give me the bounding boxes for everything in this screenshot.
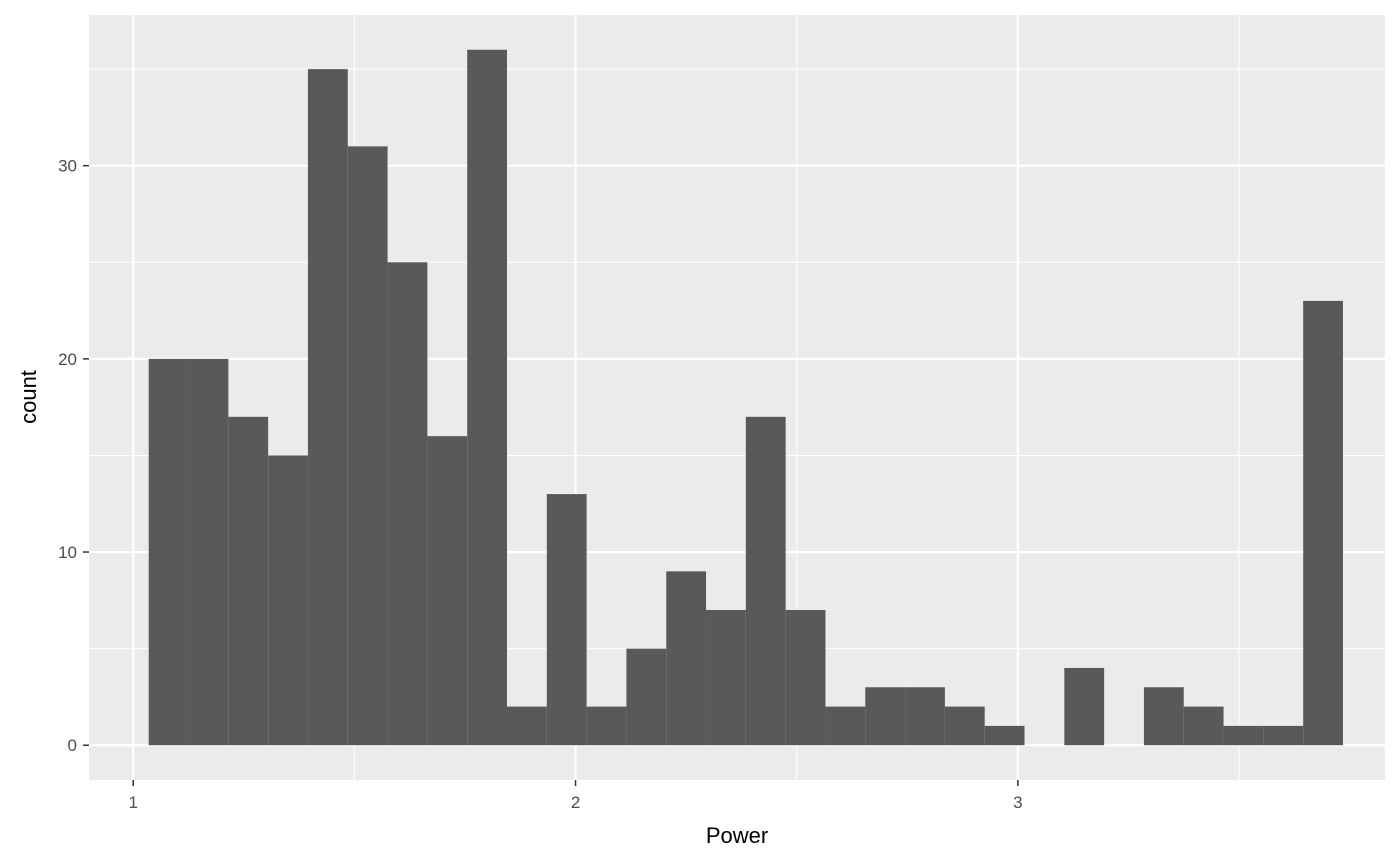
histogram-bar <box>307 69 348 746</box>
histogram-bar <box>984 725 1025 746</box>
histogram-bar <box>865 687 906 746</box>
y-tick-label: 0 <box>68 736 77 755</box>
histogram-bar <box>228 416 269 746</box>
x-tick-label: 1 <box>128 793 137 812</box>
x-tick-label: 2 <box>571 793 580 812</box>
histogram-bar <box>546 494 587 746</box>
histogram-bar <box>706 610 746 746</box>
histogram-bar <box>1143 687 1184 746</box>
bars <box>148 49 1343 746</box>
histogram-bar <box>825 706 866 746</box>
histogram-bar <box>745 416 786 746</box>
y-tick-label: 30 <box>58 157 77 176</box>
histogram-bar <box>1303 300 1343 746</box>
histogram-bar <box>188 358 229 746</box>
x-tick-label: 3 <box>1013 793 1022 812</box>
histogram-bar <box>944 706 985 746</box>
histogram-bar <box>905 687 945 746</box>
histogram-bar <box>1064 667 1105 746</box>
y-axis: 0 10 20 30 <box>58 157 89 755</box>
x-axis-title: Power <box>706 823 768 848</box>
histogram-bar <box>626 648 667 746</box>
histogram-bar <box>1263 725 1304 746</box>
histogram-bar <box>506 706 547 746</box>
histogram-bar <box>347 146 388 746</box>
y-tick-label: 10 <box>58 543 77 562</box>
y-tick-label: 20 <box>58 350 77 369</box>
x-axis: 1 2 3 <box>128 780 1023 812</box>
histogram-bar <box>586 706 627 746</box>
histogram-bar <box>1183 706 1224 746</box>
histogram-bar <box>148 358 189 746</box>
histogram-bar <box>785 610 826 746</box>
histogram-bar <box>1223 725 1264 746</box>
histogram-bar <box>467 49 507 746</box>
histogram-bar <box>666 571 707 746</box>
histogram-bar <box>427 436 468 746</box>
y-axis-title: count <box>16 370 41 424</box>
histogram-bar <box>387 262 428 746</box>
histogram-bar <box>268 455 308 746</box>
